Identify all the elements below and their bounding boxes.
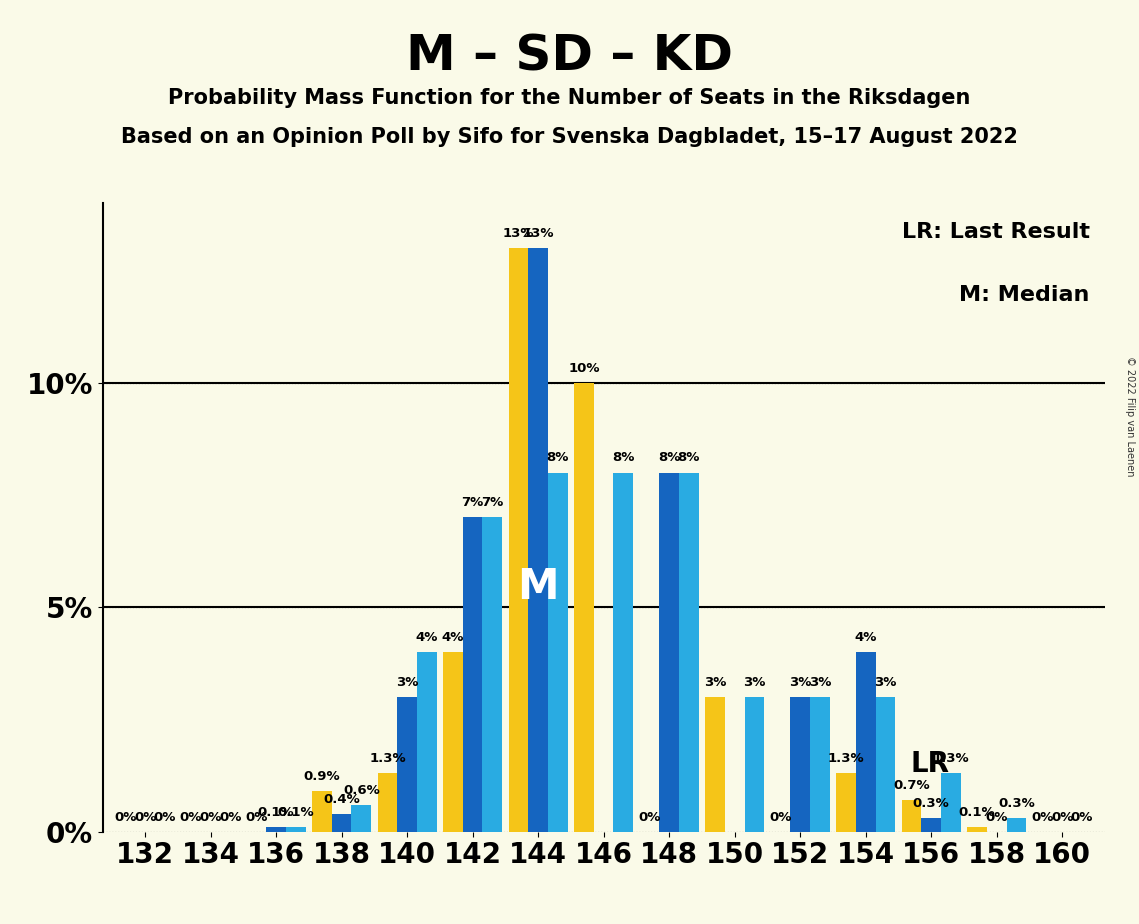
Bar (836, 773, 855, 832)
Text: M – SD – KD: M – SD – KD (405, 32, 734, 80)
Text: 0%: 0% (985, 810, 1008, 823)
Bar (876, 697, 895, 832)
Text: 0.3%: 0.3% (912, 797, 950, 810)
Bar (902, 800, 921, 832)
Bar (659, 472, 679, 832)
Text: 10%: 10% (568, 361, 600, 375)
Bar (574, 383, 593, 832)
Text: 0.4%: 0.4% (323, 793, 360, 806)
Text: 0.1%: 0.1% (278, 806, 314, 819)
Bar (398, 697, 417, 832)
Text: 0%: 0% (114, 810, 137, 823)
Text: 0.6%: 0.6% (343, 784, 379, 796)
Bar (855, 652, 876, 832)
Text: 13%: 13% (523, 227, 554, 240)
Text: 3%: 3% (874, 675, 896, 689)
Text: 0%: 0% (219, 810, 241, 823)
Bar (967, 827, 986, 832)
Text: 3%: 3% (743, 675, 765, 689)
Text: Probability Mass Function for the Number of Seats in the Riksdagen: Probability Mass Function for the Number… (169, 88, 970, 108)
Text: 3%: 3% (809, 675, 831, 689)
Text: 3%: 3% (396, 675, 418, 689)
Bar (705, 697, 724, 832)
Text: 7%: 7% (461, 496, 484, 509)
Bar (483, 517, 502, 832)
Text: 0.7%: 0.7% (893, 779, 929, 792)
Bar (745, 697, 764, 832)
Text: 0.1%: 0.1% (257, 806, 294, 819)
Bar (1007, 818, 1026, 832)
Text: LR: LR (910, 750, 949, 778)
Text: 4%: 4% (854, 631, 877, 644)
Text: 7%: 7% (481, 496, 503, 509)
Text: 0%: 0% (1071, 810, 1093, 823)
Bar (267, 827, 286, 832)
Text: 0%: 0% (638, 810, 661, 823)
Bar (810, 697, 829, 832)
Text: 4%: 4% (416, 631, 439, 644)
Text: 0%: 0% (245, 810, 268, 823)
Text: LR: Last Result: LR: Last Result (902, 222, 1090, 242)
Text: 4%: 4% (442, 631, 465, 644)
Text: 0.9%: 0.9% (304, 770, 341, 784)
Text: Based on an Opinion Poll by Sifo for Svenska Dagbladet, 15–17 August 2022: Based on an Opinion Poll by Sifo for Sve… (121, 127, 1018, 147)
Bar (286, 827, 305, 832)
Bar (352, 805, 371, 832)
Text: M: M (517, 565, 559, 608)
Text: 0%: 0% (180, 810, 202, 823)
Text: 1.3%: 1.3% (828, 752, 865, 765)
Text: 8%: 8% (678, 452, 700, 465)
Text: M: Median: M: Median (959, 285, 1090, 305)
Text: © 2022 Filip van Laenen: © 2022 Filip van Laenen (1125, 356, 1134, 476)
Bar (443, 652, 462, 832)
Text: 8%: 8% (547, 452, 570, 465)
Bar (312, 791, 331, 832)
Bar (509, 249, 528, 832)
Text: 0.3%: 0.3% (998, 797, 1034, 810)
Text: 0%: 0% (769, 810, 792, 823)
Text: 0%: 0% (1032, 810, 1054, 823)
Bar (921, 818, 941, 832)
Text: 0%: 0% (199, 810, 222, 823)
Bar (462, 517, 483, 832)
Text: 1.3%: 1.3% (933, 752, 969, 765)
Bar (378, 773, 398, 832)
Text: 8%: 8% (658, 452, 680, 465)
Text: 8%: 8% (612, 452, 634, 465)
Bar (790, 697, 810, 832)
Text: 0%: 0% (154, 810, 175, 823)
Text: 0%: 0% (1051, 810, 1073, 823)
Bar (614, 472, 633, 832)
Bar (528, 249, 548, 832)
Bar (331, 814, 352, 832)
Bar (941, 773, 960, 832)
Text: 13%: 13% (502, 227, 534, 240)
Bar (679, 472, 698, 832)
Text: 1.3%: 1.3% (369, 752, 405, 765)
Bar (548, 472, 567, 832)
Text: 3%: 3% (704, 675, 727, 689)
Text: 3%: 3% (789, 675, 811, 689)
Bar (417, 652, 436, 832)
Text: 0.1%: 0.1% (959, 806, 995, 819)
Text: 0%: 0% (134, 810, 156, 823)
